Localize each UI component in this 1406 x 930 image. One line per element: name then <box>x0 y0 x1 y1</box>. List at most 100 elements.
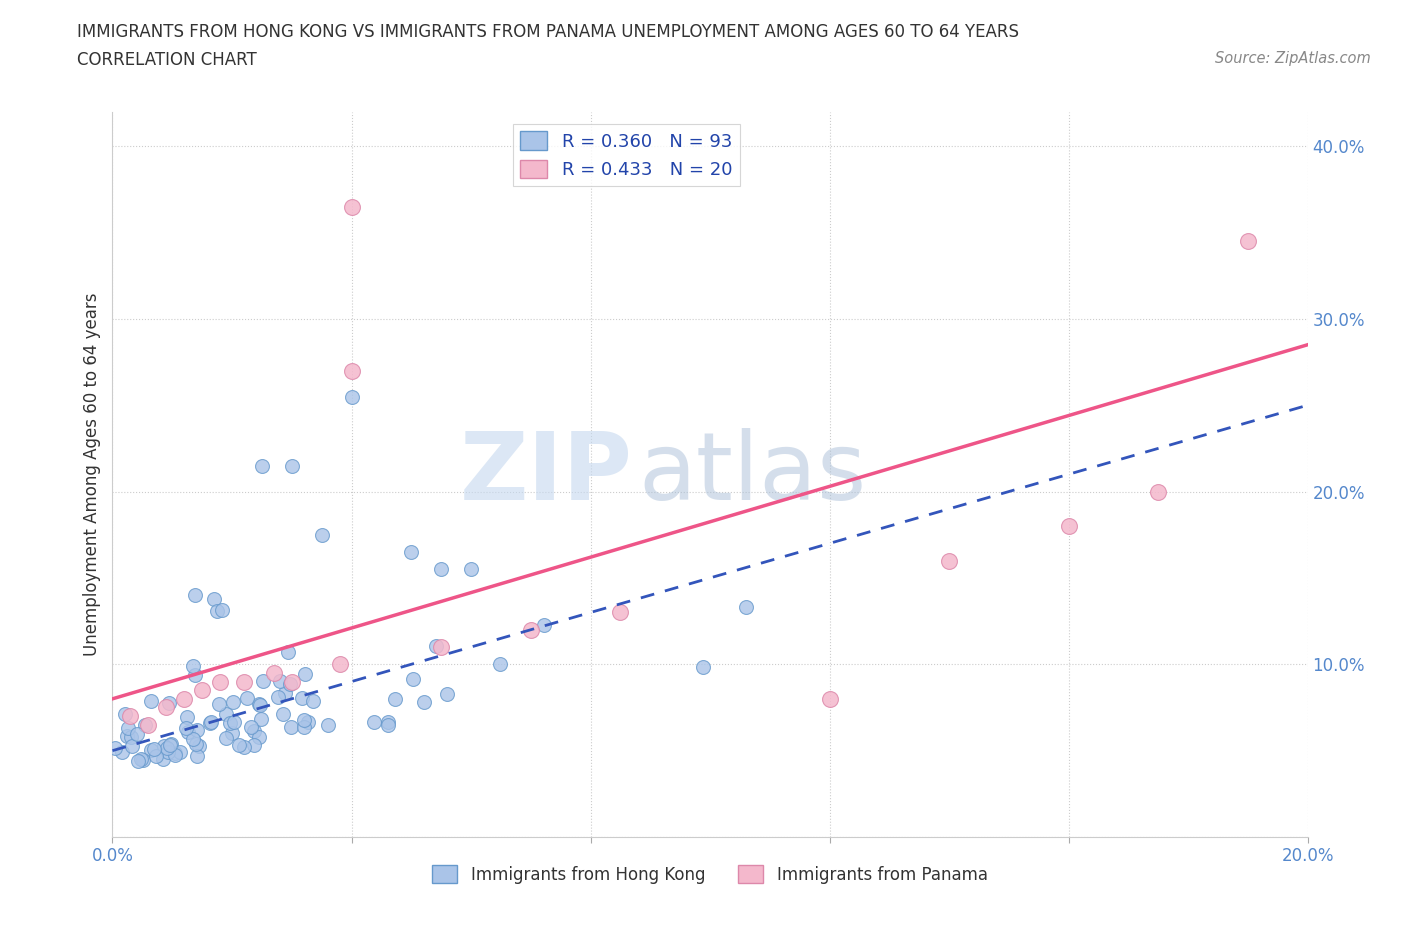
Point <box>184 737 207 751</box>
Point <box>340 199 363 214</box>
Point <box>173 691 195 706</box>
Point <box>277 644 299 659</box>
Point <box>219 716 242 731</box>
Point <box>247 729 270 744</box>
Point <box>236 691 259 706</box>
Point <box>401 545 423 560</box>
Point <box>155 700 177 715</box>
Point <box>141 694 163 709</box>
Point <box>111 745 134 760</box>
Point <box>222 714 245 729</box>
Point <box>263 666 285 681</box>
Point <box>250 458 273 473</box>
Point <box>280 720 302 735</box>
Point <box>208 697 231 711</box>
Point <box>127 726 149 741</box>
Point <box>329 657 352 671</box>
Point <box>183 588 205 603</box>
Point <box>120 709 142 724</box>
Point <box>200 715 222 730</box>
Point <box>252 674 274 689</box>
Point <box>430 640 453 655</box>
Point <box>818 691 841 706</box>
Point <box>131 752 153 767</box>
Point <box>1057 519 1080 534</box>
Point <box>159 738 181 753</box>
Point <box>186 749 208 764</box>
Text: atlas: atlas <box>638 429 866 520</box>
Point <box>181 732 204 747</box>
Point <box>249 698 271 713</box>
Point <box>211 603 233 618</box>
Point <box>242 724 264 738</box>
Point <box>145 748 167 763</box>
Point <box>412 695 434 710</box>
Point <box>533 618 555 632</box>
Point <box>138 717 160 732</box>
Point <box>384 692 406 707</box>
Point <box>169 744 191 759</box>
Point <box>340 389 363 404</box>
Point <box>181 658 204 673</box>
Point <box>184 667 207 682</box>
Point <box>488 657 510 671</box>
Point <box>228 738 250 753</box>
Point <box>143 742 166 757</box>
Point <box>152 751 174 766</box>
Point <box>1237 233 1260 248</box>
Point <box>250 711 273 726</box>
Point <box>117 721 139 736</box>
Point <box>165 748 187 763</box>
Text: CORRELATION CHART: CORRELATION CHART <box>77 51 257 69</box>
Point <box>692 660 714 675</box>
Point <box>609 605 631 620</box>
Point <box>186 723 208 737</box>
Point <box>115 728 138 743</box>
Point <box>233 739 256 754</box>
Text: ZIP: ZIP <box>460 429 633 520</box>
Point <box>377 718 399 733</box>
Point <box>202 592 225 607</box>
Point <box>157 744 180 759</box>
Point <box>311 527 333 542</box>
Point <box>156 740 179 755</box>
Point <box>520 622 543 637</box>
Point <box>121 738 143 753</box>
Point <box>291 691 314 706</box>
Point <box>205 604 228 618</box>
Point <box>363 715 385 730</box>
Point <box>129 751 152 766</box>
Point <box>340 364 363 379</box>
Point <box>267 690 290 705</box>
Point <box>292 720 315 735</box>
Point <box>120 729 142 744</box>
Point <box>222 695 245 710</box>
Point <box>430 562 453 577</box>
Text: IMMIGRANTS FROM HONG KONG VS IMMIGRANTS FROM PANAMA UNEMPLOYMENT AMONG AGES 60 T: IMMIGRANTS FROM HONG KONG VS IMMIGRANTS … <box>77 23 1019 41</box>
Point <box>159 737 181 751</box>
Point <box>402 671 425 686</box>
Point <box>271 707 294 722</box>
Point <box>301 694 323 709</box>
Point <box>281 458 304 473</box>
Text: Source: ZipAtlas.com: Source: ZipAtlas.com <box>1215 51 1371 66</box>
Point <box>243 737 266 752</box>
Point <box>938 553 960 568</box>
Point <box>239 720 262 735</box>
Point <box>460 562 482 577</box>
Point <box>269 673 291 688</box>
Point <box>221 725 243 740</box>
Point <box>104 740 127 755</box>
Point <box>215 707 238 722</box>
Point <box>1147 485 1170 499</box>
Point <box>139 742 162 757</box>
Point <box>215 731 238 746</box>
Point <box>176 709 198 724</box>
Point <box>159 696 181 711</box>
Point <box>153 738 176 753</box>
Point <box>377 714 399 729</box>
Point <box>134 718 156 733</box>
Point <box>294 712 316 727</box>
Point <box>425 638 447 653</box>
Point <box>114 706 136 721</box>
